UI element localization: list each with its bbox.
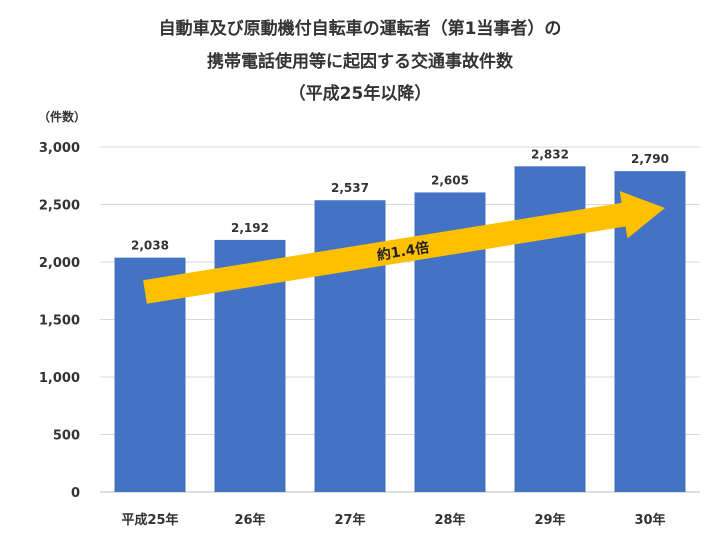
chart-title-line-1: 自動車及び原動機付自転車の運転者（第1当事者）の <box>158 19 562 39</box>
chart-title-line-3: （平成25年以降） <box>288 84 432 104</box>
x-tick-label: 26年 <box>234 512 265 528</box>
data-label: 2,537 <box>331 181 369 195</box>
y-tick-label: 0 <box>71 486 80 501</box>
y-tick-label: 2,000 <box>39 256 80 271</box>
y-tick-label: 500 <box>53 429 80 444</box>
x-tick-label: 30年 <box>634 512 665 528</box>
x-tick-label: 28年 <box>434 512 465 528</box>
y-tick-label: 1,000 <box>39 371 80 386</box>
data-label: 2,790 <box>631 152 669 166</box>
data-label: 2,605 <box>431 173 469 187</box>
data-label: 2,832 <box>531 147 569 161</box>
y-tick-label: 2,500 <box>39 199 80 214</box>
x-tick-label: 27年 <box>334 512 365 528</box>
data-label: 2,038 <box>131 239 169 253</box>
y-tick-label: 1,500 <box>39 314 80 329</box>
data-label: 2,192 <box>231 221 269 235</box>
y-axis-unit-label: （件数） <box>38 110 87 124</box>
x-tick-label: 29年 <box>534 512 565 528</box>
x-tick-label: 平成25年 <box>121 512 178 528</box>
trend-arrow <box>143 191 666 304</box>
chart-title-line-2: 携帯電話使用等に起因する交通事故件数 <box>207 52 513 72</box>
y-tick-label: 3,000 <box>39 141 80 156</box>
